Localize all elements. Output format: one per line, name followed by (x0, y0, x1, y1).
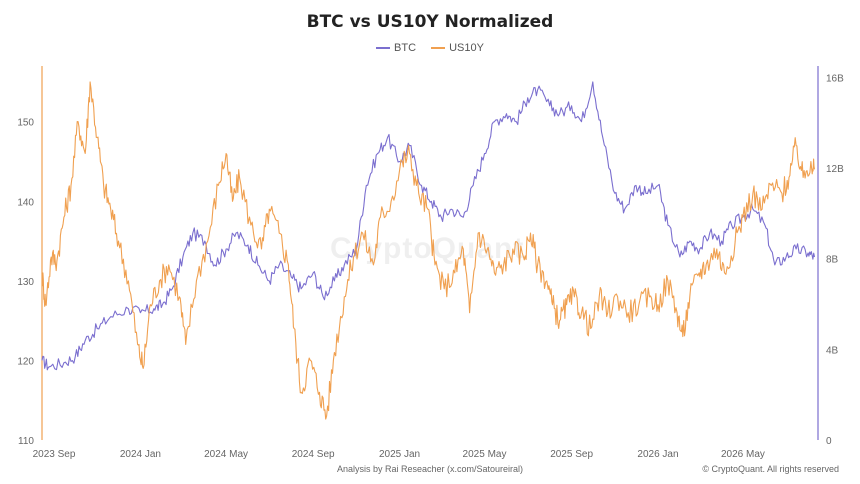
series-line-btc (41, 81, 816, 371)
x-tick-label: 2024 Sep (292, 449, 335, 460)
legend-swatch-btc (376, 47, 391, 49)
x-tick-label: 2025 Jan (379, 449, 420, 460)
x-tick-label: 2025 Sep (550, 449, 593, 460)
x-tick-label: 2024 Jan (120, 449, 161, 460)
y-left-tick-label: 120 (17, 356, 34, 367)
y-left-tick-label: 140 (17, 197, 34, 208)
x-tick-label: 2024 May (204, 449, 248, 460)
legend-label-us10y: US10Y (449, 42, 484, 54)
x-tick-label: 2025 May (463, 449, 507, 460)
y-right-tick-label: 8B (826, 255, 839, 266)
series-line-us10y (41, 81, 816, 420)
footer-analysis: Analysis by Rai Reseacher (x.com/Satoure… (336, 464, 524, 474)
y-right-tick-label: 0 (826, 436, 832, 447)
legend-swatch-us10y (431, 47, 446, 49)
y-right-tick-label: 16B (826, 73, 844, 84)
y-right-tick-label: 12B (826, 164, 844, 175)
footer-copyright: © CryptoQuant. All rights reserved (702, 464, 839, 474)
legend-item-us10y[interactable]: US10Y (431, 42, 484, 54)
legend-label-btc: BTC (394, 42, 417, 54)
x-tick-label: 2023 Sep (33, 449, 76, 460)
series-lines (41, 81, 816, 420)
tick-labels: 110 120 130 140 150 0 4B 8B 12B 16B 2023 Sep 2024 J… (17, 73, 844, 460)
y-left-tick-label: 130 (17, 277, 34, 288)
chart-title: BTC vs US10Y Normalized (306, 12, 554, 32)
x-tick-label: 2026 May (721, 449, 765, 460)
y-left-tick-label: 150 (17, 118, 34, 129)
x-tick-label: 2026 Jan (637, 449, 678, 460)
y-right-tick-label: 4B (826, 345, 839, 356)
y-left-tick-label: 110 (18, 436, 34, 447)
axes (41, 66, 819, 440)
legend-item-btc[interactable]: BTC (376, 42, 416, 54)
chart-legend: BTC US10Y (0, 40, 860, 54)
